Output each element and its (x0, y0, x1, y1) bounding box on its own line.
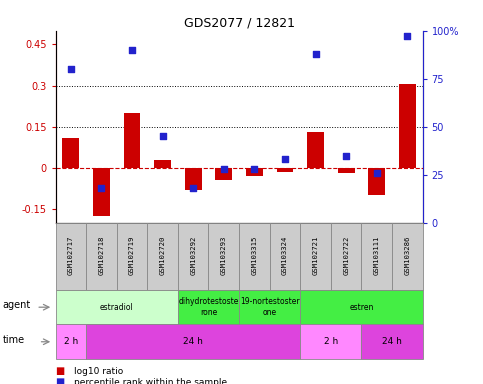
Bar (185, 168, 201, 190)
Bar (361, 223, 392, 290)
Bar (56, 324, 86, 359)
Point (251, 166, 258, 172)
Bar (239, 223, 270, 290)
Text: GSM102721: GSM102721 (313, 235, 319, 275)
Point (220, 166, 227, 172)
Bar (178, 223, 209, 290)
Bar (307, 132, 324, 168)
Text: 2 h: 2 h (64, 337, 78, 346)
Text: GSM102718: GSM102718 (99, 235, 104, 275)
Bar (338, 168, 355, 173)
Title: GDS2077 / 12821: GDS2077 / 12821 (184, 17, 295, 30)
Text: 2 h: 2 h (324, 337, 338, 346)
Bar (300, 290, 423, 324)
Bar (300, 324, 361, 359)
Point (98, 185, 105, 191)
Bar (56, 223, 86, 290)
Point (189, 185, 197, 191)
Text: GSM102722: GSM102722 (343, 235, 349, 275)
Text: dihydrotestoste
rone: dihydrotestoste rone (178, 298, 239, 317)
Point (373, 170, 381, 176)
Bar (124, 113, 141, 168)
Text: ■: ■ (56, 366, 65, 376)
Point (342, 152, 350, 159)
Text: estradiol: estradiol (100, 303, 134, 312)
Bar (369, 168, 385, 195)
Text: percentile rank within the sample: percentile rank within the sample (74, 377, 227, 384)
Text: estren: estren (349, 303, 374, 312)
Bar (93, 168, 110, 216)
Bar (399, 84, 416, 168)
Point (403, 33, 411, 40)
Text: GSM103286: GSM103286 (404, 235, 411, 275)
Point (281, 156, 289, 162)
Text: time: time (2, 335, 25, 345)
Bar (86, 223, 117, 290)
Text: GSM103293: GSM103293 (221, 235, 227, 275)
Bar (154, 160, 171, 168)
Bar (300, 223, 331, 290)
Bar (178, 290, 239, 324)
Bar (209, 223, 239, 290)
Text: 24 h: 24 h (382, 337, 402, 346)
Text: GSM102719: GSM102719 (129, 235, 135, 275)
Bar (86, 324, 300, 359)
Text: GSM103315: GSM103315 (251, 235, 257, 275)
Text: ■: ■ (56, 377, 65, 384)
Bar (270, 223, 300, 290)
Bar (331, 223, 361, 290)
Text: agent: agent (2, 300, 30, 310)
Point (128, 47, 136, 53)
Text: log10 ratio: log10 ratio (74, 367, 123, 376)
Bar (277, 168, 293, 172)
Bar (147, 223, 178, 290)
Text: 19-nortestoster
one: 19-nortestoster one (240, 298, 299, 317)
Text: GSM103111: GSM103111 (374, 235, 380, 275)
Text: GSM102717: GSM102717 (68, 235, 74, 275)
Bar (239, 290, 300, 324)
Text: 24 h: 24 h (183, 337, 203, 346)
Bar (215, 168, 232, 180)
Bar (62, 138, 79, 168)
Point (159, 133, 167, 139)
Bar (56, 290, 178, 324)
Text: GSM103324: GSM103324 (282, 235, 288, 275)
Bar (117, 223, 147, 290)
Point (312, 51, 319, 57)
Text: GSM102720: GSM102720 (159, 235, 166, 275)
Bar (392, 223, 423, 290)
Point (67, 66, 75, 72)
Bar (246, 168, 263, 176)
Text: GSM103292: GSM103292 (190, 235, 196, 275)
Bar (361, 324, 423, 359)
